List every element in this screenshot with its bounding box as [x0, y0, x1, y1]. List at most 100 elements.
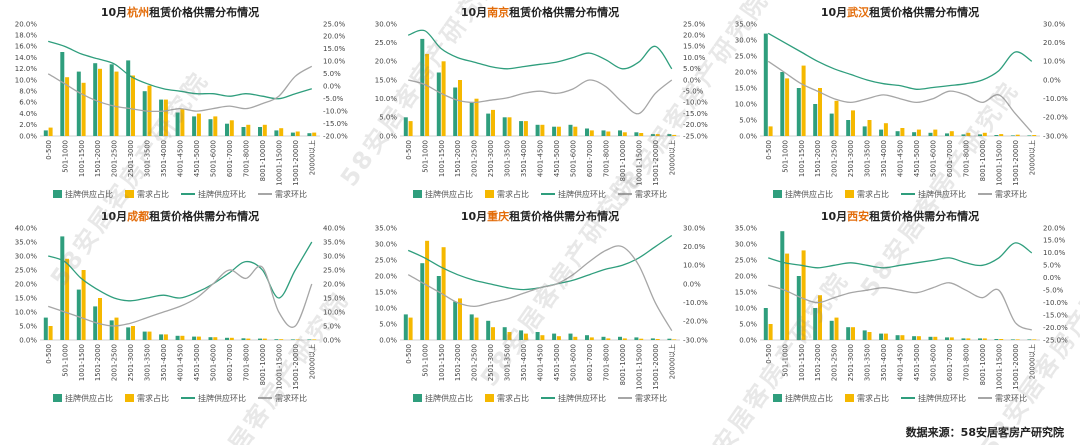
svg-text:2001-2500: 2001-2500	[831, 140, 839, 177]
svg-text:7001-8000: 7001-8000	[603, 140, 611, 177]
svg-text:2501-3000: 2501-3000	[847, 140, 855, 177]
svg-text:20.0%: 20.0%	[683, 32, 706, 40]
source-note: 数据来源：58安居客房产研究院	[905, 426, 1064, 439]
svg-text:6001-7000: 6001-7000	[226, 344, 234, 381]
svg-text:6001-7000: 6001-7000	[586, 140, 594, 177]
svg-text:1501-2000: 1501-2000	[454, 140, 462, 177]
svg-text:4001-4500: 4001-4500	[177, 344, 185, 381]
title-suffix: 租赁价格供需分布情况	[869, 6, 980, 19]
supply-bar-swatch-icon	[53, 394, 62, 402]
svg-text:25.0%: 25.0%	[735, 52, 758, 60]
title-month: 10月	[460, 210, 488, 223]
svg-text:0-500: 0-500	[45, 344, 53, 364]
legend-item-supply-share: 挂牌供应占比	[413, 393, 473, 404]
legend-item-demand-mom: 需求环比	[258, 393, 307, 404]
demand-bar-swatch-icon	[845, 394, 854, 402]
svg-text:4501-5000: 4501-5000	[913, 344, 921, 381]
svg-text:-15.0%: -15.0%	[1043, 311, 1068, 319]
svg-text:1001-1500: 1001-1500	[438, 140, 446, 177]
title-city: 杭州	[127, 6, 150, 19]
legend-item-demand-share: 需求占比	[125, 189, 169, 200]
svg-text:2001-2500: 2001-2500	[471, 344, 479, 381]
svg-text:4501-5000: 4501-5000	[913, 140, 921, 177]
svg-text:8001-10000: 8001-10000	[259, 344, 267, 385]
svg-text:6001-7000: 6001-7000	[946, 344, 954, 381]
svg-text:5.0%: 5.0%	[323, 70, 341, 78]
legend-label: 需求占比	[497, 189, 529, 199]
demand-bar-swatch-icon	[485, 394, 494, 402]
legend-label: 挂牌供应占比	[425, 393, 473, 403]
chart-title: 10月西安租赁价格供需分布情况	[720, 204, 1080, 223]
svg-text:0.0%: 0.0%	[19, 132, 37, 140]
legend-label: 需求环比	[275, 393, 307, 403]
svg-text:5.0%: 5.0%	[379, 114, 397, 122]
title-suffix: 租赁价格供需分布情况	[149, 210, 260, 223]
demand-bar-swatch-icon	[845, 190, 854, 198]
svg-text:1501-2000: 1501-2000	[814, 140, 822, 177]
svg-text:-20.0%: -20.0%	[1043, 114, 1068, 122]
svg-text:30.0%: 30.0%	[15, 252, 38, 260]
svg-text:25.0%: 25.0%	[375, 39, 398, 47]
legend-label: 需求占比	[137, 393, 169, 403]
supply-line-swatch-icon	[181, 193, 195, 195]
svg-text:5.0%: 5.0%	[683, 65, 701, 73]
svg-text:1001-1500: 1001-1500	[798, 140, 806, 177]
title-month: 10月	[820, 210, 848, 223]
chart-legend: 挂牌供应占比 需求占比 挂牌供应环比 需求环比	[0, 392, 360, 404]
chart-panel-nanjing: 10月南京租赁价格供需分布情况 0.0% 5.0% 10.0% 15.0% 20.0% 2…	[360, 0, 720, 204]
legend-label: 挂牌供应占比	[785, 189, 833, 199]
svg-text:2501-3000: 2501-3000	[487, 344, 495, 381]
svg-text:0-500: 0-500	[765, 140, 773, 160]
svg-text:20.0%: 20.0%	[375, 272, 398, 280]
svg-text:10001-15000: 10001-15000	[995, 140, 1003, 186]
svg-text:0-500: 0-500	[405, 344, 413, 364]
legend-item-demand-share: 需求占比	[845, 393, 889, 404]
svg-text:5001-6000: 5001-6000	[570, 344, 578, 381]
svg-text:5.0%: 5.0%	[19, 322, 37, 330]
legend-label: 挂牌供应占比	[425, 189, 473, 199]
chart-panel-chengdu: 10月成都租赁价格供需分布情况 0.0% 5.0% 10.0% 15.0% 20.0% 2…	[0, 204, 360, 408]
legend-label: 挂牌供应环比	[558, 393, 606, 403]
svg-text:5001-6000: 5001-6000	[210, 344, 218, 381]
legend-label: 需求环比	[635, 393, 667, 403]
legend-label: 需求占比	[137, 189, 169, 199]
legend-label: 挂牌供应占比	[65, 393, 113, 403]
svg-text:0.0%: 0.0%	[1043, 76, 1061, 84]
svg-text:20.0%: 20.0%	[15, 280, 38, 288]
chart-panel-xian: 10月西安租赁价格供需分布情况 0.0% 5.0% 10.0% 15.0% 20.0% 2…	[720, 204, 1080, 408]
svg-text:7001-8000: 7001-8000	[603, 344, 611, 381]
svg-text:-30.0%: -30.0%	[1043, 132, 1068, 140]
svg-text:5001-6000: 5001-6000	[570, 140, 578, 177]
svg-text:0.0%: 0.0%	[739, 132, 757, 140]
chart-panel-wuhan: 10月武汉租赁价格供需分布情况 0.0% 5.0% 10.0% 15.0% 20.0% 2…	[720, 0, 1080, 204]
title-city: 成都	[127, 210, 150, 223]
svg-text:20000以上: 20000以上	[667, 344, 676, 379]
svg-text:3001-3500: 3001-3500	[144, 140, 152, 177]
svg-text:4001-4500: 4001-4500	[897, 344, 905, 381]
svg-text:-10.0%: -10.0%	[323, 107, 348, 115]
svg-text:0.0%: 0.0%	[323, 83, 341, 91]
title-city: 西安	[847, 210, 870, 223]
svg-text:10.0%: 10.0%	[735, 304, 758, 312]
svg-text:1001-1500: 1001-1500	[78, 344, 86, 381]
svg-text:6.0%: 6.0%	[19, 99, 37, 107]
svg-text:2001-2500: 2001-2500	[111, 344, 119, 381]
svg-text:20.0%: 20.0%	[1043, 224, 1066, 232]
svg-text:4.0%: 4.0%	[19, 110, 37, 118]
title-suffix: 租赁价格供需分布情况	[149, 6, 260, 19]
svg-text:0.0%: 0.0%	[1043, 274, 1061, 282]
legend-item-demand-mom: 需求环比	[978, 189, 1027, 200]
svg-text:7001-8000: 7001-8000	[963, 140, 971, 177]
svg-text:8001-10000: 8001-10000	[259, 140, 267, 181]
supply-line-swatch-icon	[901, 193, 915, 195]
svg-text:1501-2000: 1501-2000	[94, 344, 102, 381]
svg-text:8001-10000: 8001-10000	[979, 344, 987, 385]
svg-text:0-500: 0-500	[405, 140, 413, 160]
legend-label: 需求环比	[275, 189, 307, 199]
legend-item-supply-mom: 挂牌供应环比	[181, 189, 246, 200]
legend-item-supply-mom: 挂牌供应环比	[901, 189, 966, 200]
legend-label: 挂牌供应占比	[785, 393, 833, 403]
demand-bar-swatch-icon	[125, 190, 134, 198]
combo-chart-nanjing: 0.0% 5.0% 10.0% 15.0% 20.0% 25.0% 30.0% -25.0% -…	[375, 20, 708, 185]
svg-text:2001-2500: 2001-2500	[111, 140, 119, 177]
